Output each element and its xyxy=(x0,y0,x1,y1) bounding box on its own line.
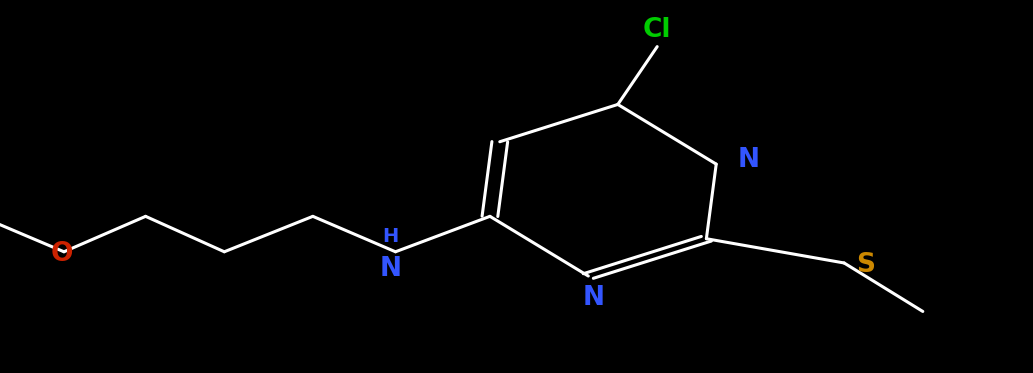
Text: S: S xyxy=(856,252,875,278)
Text: O: O xyxy=(51,241,73,267)
Text: H: H xyxy=(382,227,399,246)
Text: N: N xyxy=(379,256,402,282)
Text: N: N xyxy=(583,285,604,311)
Text: N: N xyxy=(738,147,760,173)
Text: Cl: Cl xyxy=(643,17,671,43)
